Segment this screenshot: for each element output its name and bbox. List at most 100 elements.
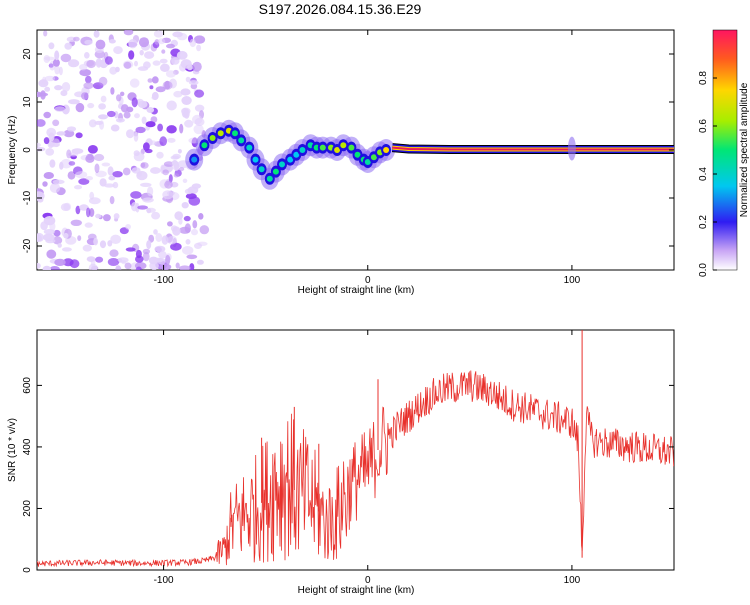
noise-spot xyxy=(44,75,56,82)
noise-spot xyxy=(108,175,116,181)
ridge-core xyxy=(191,156,198,163)
noise-spot xyxy=(43,229,55,235)
noise-spot xyxy=(89,208,95,217)
ridge-core xyxy=(383,147,390,153)
noise-spot xyxy=(135,126,146,134)
noise-spot xyxy=(113,46,123,55)
noise-spot xyxy=(157,123,164,132)
noise-spot xyxy=(192,220,198,229)
noise-spot xyxy=(148,140,157,145)
noise-spot xyxy=(181,202,189,209)
noise-spot xyxy=(159,58,168,64)
noise-spot xyxy=(154,245,166,253)
noise-spot xyxy=(103,214,111,222)
noise-spot xyxy=(74,185,82,190)
noise-spot xyxy=(153,229,158,235)
y-tick-label: 200 xyxy=(22,500,33,517)
noise-spot xyxy=(94,163,100,174)
noise-spot xyxy=(110,124,120,132)
ridge-core xyxy=(252,156,259,163)
noise-spot xyxy=(107,166,114,176)
ridge-core xyxy=(354,151,361,158)
noise-spot xyxy=(109,196,115,205)
noise-spot xyxy=(87,102,95,109)
noise-spot xyxy=(84,39,93,45)
x-tick-label: 100 xyxy=(564,575,581,586)
noise-spot xyxy=(179,123,184,134)
ridge-core xyxy=(299,147,306,153)
noise-spot xyxy=(182,178,188,183)
noise-spot xyxy=(115,265,122,270)
noise-spot xyxy=(109,249,119,257)
tone-band-core xyxy=(392,146,674,151)
noise-spot xyxy=(54,106,66,112)
colorbar-label: Normalized spectral amplitude xyxy=(739,82,750,217)
noise-spot xyxy=(175,262,180,269)
ridge-core xyxy=(246,144,253,151)
noise-spot xyxy=(143,61,151,69)
noise-spot xyxy=(43,172,54,179)
noise-spot xyxy=(194,104,205,112)
noise-spot xyxy=(101,162,111,167)
noise-spot xyxy=(164,180,173,189)
noise-spot xyxy=(145,121,156,128)
noise-spot xyxy=(176,50,188,60)
noise-spot xyxy=(157,258,166,265)
noise-spot xyxy=(60,203,71,212)
noise-spot xyxy=(117,257,129,263)
noise-spot xyxy=(123,30,134,36)
noise-spot xyxy=(165,70,176,78)
noise-spot xyxy=(49,183,61,193)
noise-spot xyxy=(126,106,134,113)
noise-spot xyxy=(99,178,107,187)
noise-spot xyxy=(79,69,91,77)
y-tick-label: 20 xyxy=(22,48,33,60)
noise-spot xyxy=(90,258,96,268)
noise-spot xyxy=(173,90,183,98)
noise-spot xyxy=(167,137,176,143)
noise-spot xyxy=(157,38,166,45)
noise-spot xyxy=(54,258,66,266)
noise-spot xyxy=(95,39,106,50)
noise-spot xyxy=(172,153,181,160)
y-tick-label: 600 xyxy=(22,377,33,394)
noise-spot xyxy=(78,178,90,185)
noise-spot xyxy=(135,255,144,263)
noise-spot xyxy=(180,88,191,96)
noise-spot xyxy=(99,120,105,130)
noise-spot xyxy=(79,63,88,71)
y-tick-label: 10 xyxy=(22,96,33,108)
noise-spot xyxy=(155,86,166,93)
noise-spot xyxy=(77,235,82,242)
noise-spot xyxy=(158,250,167,259)
noise-spot xyxy=(140,162,149,169)
noise-spot xyxy=(178,167,185,172)
noise-spot xyxy=(66,149,72,159)
ridge-core xyxy=(217,130,224,137)
ridge-core xyxy=(370,154,377,161)
noise-spot xyxy=(186,254,198,260)
y-tick-label: 400 xyxy=(22,438,33,455)
ridge-core xyxy=(266,175,273,182)
ridge-core xyxy=(238,137,245,144)
noise-spot xyxy=(98,114,108,120)
x-tick-label: 0 xyxy=(365,575,371,586)
noise-spot xyxy=(116,94,122,102)
noise-spot xyxy=(133,152,145,162)
noise-spot xyxy=(66,126,77,132)
noise-spot xyxy=(176,32,188,41)
noise-spot xyxy=(64,42,72,50)
noise-spot xyxy=(68,161,76,166)
noise-spot xyxy=(196,44,202,52)
noise-spot xyxy=(134,60,138,67)
noise-spot xyxy=(159,263,172,270)
noise-spot xyxy=(95,213,102,219)
noise-spot xyxy=(112,181,119,189)
noise-spot xyxy=(180,59,192,69)
noise-spot xyxy=(45,148,55,156)
noise-spot xyxy=(109,66,118,75)
noise-spot xyxy=(194,117,205,127)
noise-spot xyxy=(125,224,131,230)
noise-spot xyxy=(155,233,163,242)
